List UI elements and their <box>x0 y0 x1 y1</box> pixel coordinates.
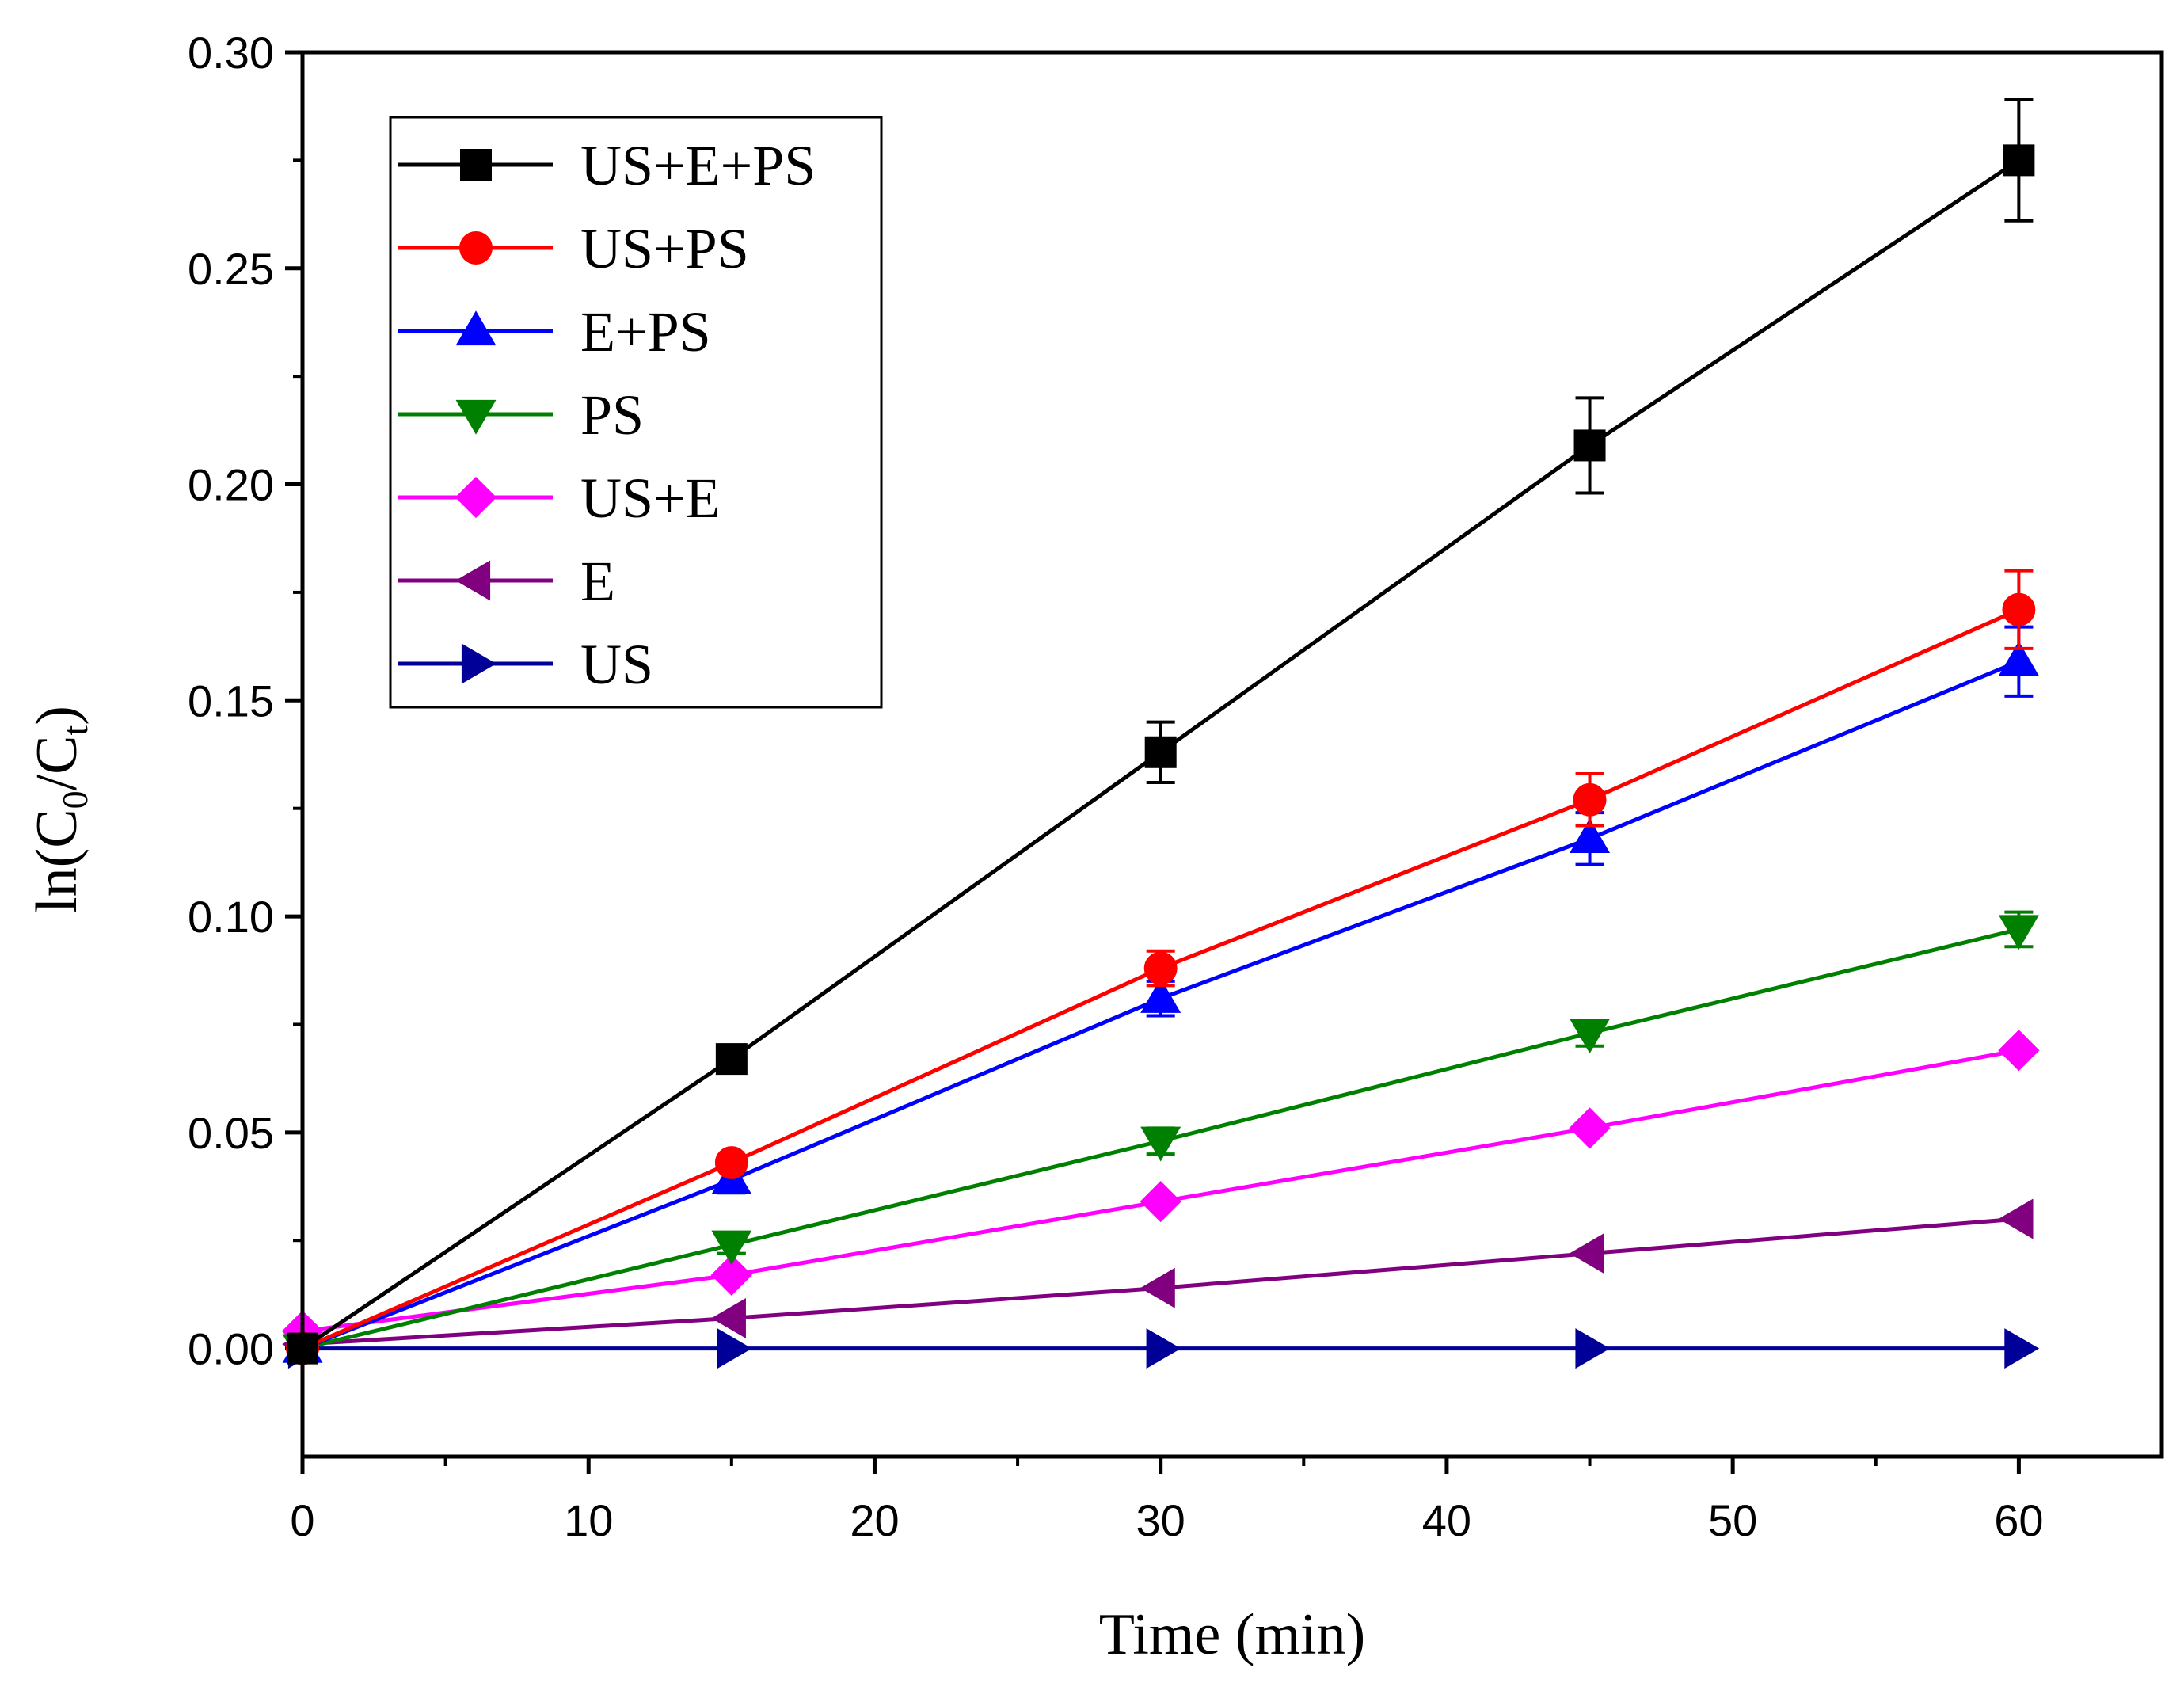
x-tick-label: 30 <box>1136 1495 1185 1545</box>
legend-marker <box>459 231 493 265</box>
legend-marker <box>455 476 497 519</box>
x-tick-label: 50 <box>1708 1495 1757 1545</box>
data-point <box>1570 818 1611 853</box>
x-tick-label: 0 <box>290 1495 314 1545</box>
x-tick-label: 40 <box>1422 1495 1471 1545</box>
plot-frame <box>300 50 2164 1459</box>
y-tick-label: 0.25 <box>188 244 274 294</box>
series-US+E+PS <box>287 98 2035 1365</box>
legend-label: US+E <box>580 466 721 530</box>
data-point <box>1569 1107 1611 1149</box>
legend-label: E <box>580 550 615 613</box>
data-point <box>1570 1019 1611 1054</box>
data-point <box>711 1230 752 1266</box>
data-point <box>1575 1328 1611 1369</box>
data-point <box>1140 1181 1181 1223</box>
y-axis-title-mid: /C <box>25 735 89 790</box>
legend-item: US <box>398 633 653 696</box>
ticks-layer: 0 10 20 30 40 50 60 0.00 0.05 0.10 0.15 0.20 0.25 0.3… <box>188 28 2044 1545</box>
y-tick-label: 0.20 <box>188 460 274 510</box>
legend-item: PS <box>398 383 644 447</box>
data-point <box>2002 592 2036 626</box>
data-point <box>1140 977 1181 1013</box>
x-tick-label: 10 <box>564 1495 613 1545</box>
y-axis-title-prefix: ln(C <box>25 809 89 913</box>
y-tick-label: 0.05 <box>188 1108 274 1158</box>
series-layer <box>281 98 2040 1369</box>
y-axis-title-sub1: t <box>55 725 95 735</box>
legend-marker <box>455 399 497 435</box>
data-point <box>1569 1233 1604 1274</box>
data-point <box>1146 1328 1181 1369</box>
y-tick-label: 0.30 <box>188 28 274 78</box>
data-point <box>1573 429 1606 462</box>
legend-label: E+PS <box>580 300 711 364</box>
legend-marker <box>455 310 497 346</box>
y-tick-label: 0.15 <box>188 676 274 725</box>
data-point <box>711 1297 746 1338</box>
legend-label: US <box>580 633 653 696</box>
legend-marker <box>461 643 497 684</box>
data-point <box>2003 144 2035 177</box>
legend-item: US+PS <box>398 217 749 280</box>
legend-label: US+E+PS <box>580 134 816 197</box>
legend-item: US+E+PS <box>398 134 816 197</box>
data-point <box>1573 782 1607 817</box>
data-point <box>1998 1198 2034 1239</box>
data-point <box>2004 1328 2040 1369</box>
series-PS <box>282 910 2039 1369</box>
series-US+E <box>281 1030 2040 1352</box>
x-axis-title: Time (min) <box>1099 1602 1365 1667</box>
y-axis-title-suffix: ) <box>25 706 89 725</box>
y-tick-label: 0.00 <box>188 1324 274 1374</box>
legend-label: PS <box>580 383 644 447</box>
data-point <box>1998 641 2039 676</box>
data-point <box>715 1043 748 1076</box>
legend-item: E <box>398 550 615 613</box>
data-point <box>1998 915 2039 950</box>
data-point <box>717 1328 752 1369</box>
data-point <box>1143 951 1178 985</box>
legend-marker <box>455 560 491 601</box>
y-tick-label: 0.10 <box>188 892 274 942</box>
legend-label: US+PS <box>580 217 749 280</box>
data-point <box>1140 1126 1181 1162</box>
x-tick-label: 20 <box>850 1495 899 1545</box>
legend: US+E+PS US+PS E+PS PS US+E E US <box>389 116 883 709</box>
legend-item: US+E <box>398 466 721 530</box>
legend-item: E+PS <box>398 300 711 364</box>
legend-marker <box>460 149 492 181</box>
x-tick-label: 60 <box>1994 1495 2043 1545</box>
data-point <box>714 1146 748 1179</box>
data-point <box>1998 1030 2040 1072</box>
data-point <box>710 1254 752 1296</box>
y-axis-title-sub0: 0 <box>55 790 95 809</box>
series-E <box>282 1198 2034 1365</box>
data-point <box>1144 736 1177 768</box>
data-point <box>1140 1267 1175 1308</box>
y-axis-title: ln(C0/Ct) <box>25 706 95 913</box>
